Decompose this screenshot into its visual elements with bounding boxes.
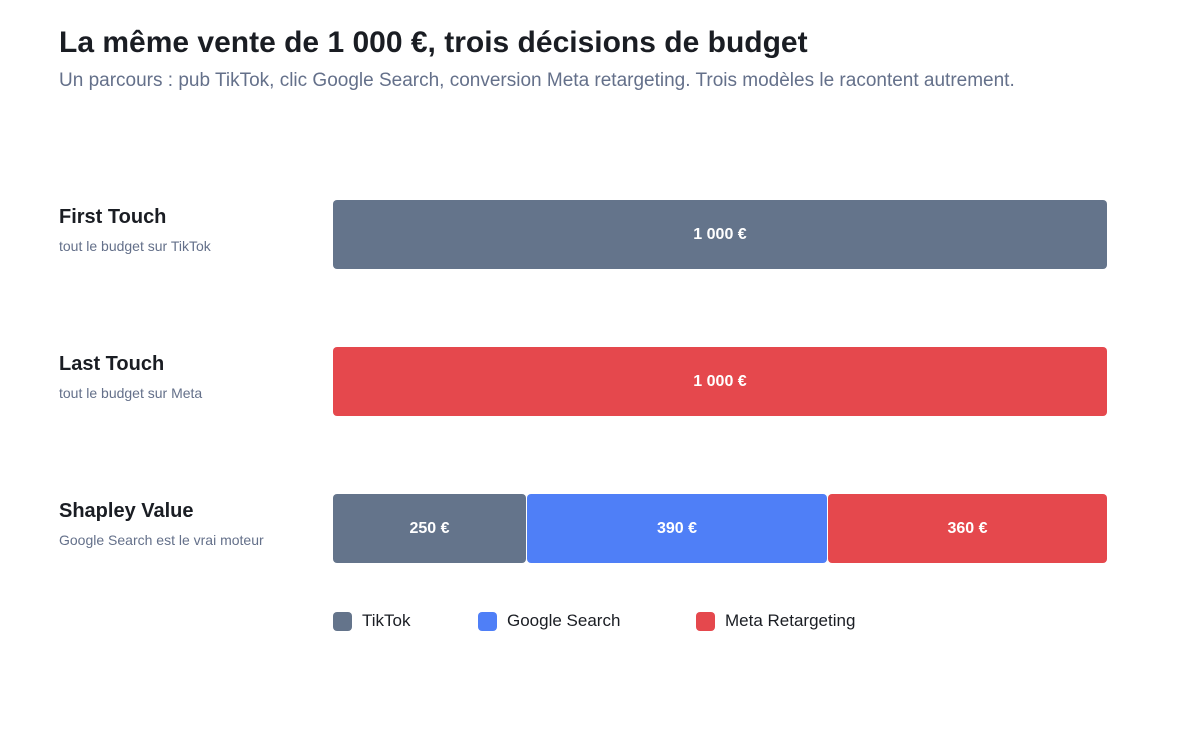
row-label: Last Touch tout le budget sur Meta (59, 353, 202, 401)
bar-segment-tiktok: 250 € (333, 494, 526, 563)
bar-segment-google: 390 € (527, 494, 827, 563)
data-label: 1 000 € (693, 225, 747, 243)
row-description: tout le budget sur Meta (59, 385, 203, 401)
chart-title: La même vente de 1 000 €, trois décision… (59, 26, 808, 59)
row-description: tout le budget sur TikTok (59, 238, 211, 254)
row-description: Google Search est le vrai moteur (59, 532, 264, 548)
legend-item-meta: Meta Retargeting (696, 611, 855, 631)
legend-label: TikTok (362, 611, 411, 630)
row-name: Shapley Value (59, 500, 194, 522)
bar-segment-meta: 360 € (828, 494, 1107, 563)
bar-segment-tiktok: 1 000 € (333, 200, 1107, 269)
bar-segment-meta: 1 000 € (333, 347, 1107, 416)
row-name: First Touch (59, 206, 167, 228)
legend-item-tiktok: TikTok (333, 611, 411, 631)
row-label: Shapley Value Google Search est le vrai m… (59, 500, 264, 548)
bar-track: 1 000 € (333, 347, 1107, 416)
legend-label: Google Search (507, 611, 621, 630)
bar-track: 1 000 € (333, 200, 1107, 269)
legend-label: Meta Retargeting (725, 611, 856, 630)
data-label: 1 000 € (693, 372, 747, 390)
legend-swatch (478, 611, 497, 631)
legend-swatch (696, 611, 715, 631)
data-label: 360 € (947, 519, 988, 537)
data-label: 250 € (409, 519, 450, 537)
data-label: 390 € (656, 519, 698, 537)
bar-track: 250 € 390 € 360 € (333, 494, 1107, 563)
chart-subtitle: Un parcours : pub TikTok, clic Google Se… (59, 70, 1015, 91)
legend-swatch (333, 611, 352, 631)
legend-item-google: Google Search (478, 611, 620, 631)
row-label: First Touch tout le budget sur TikTok (59, 206, 211, 254)
row-name: Last Touch (59, 353, 165, 375)
